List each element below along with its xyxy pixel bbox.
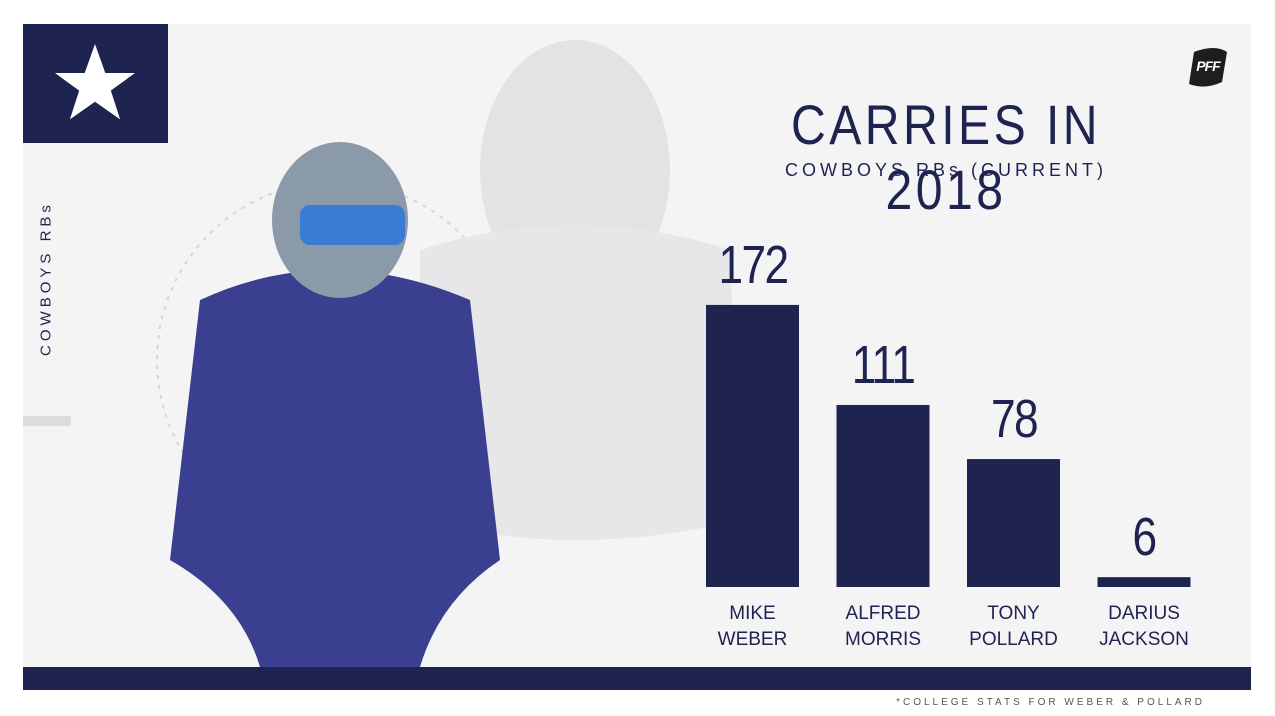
value-label: 111 — [851, 334, 916, 395]
bar — [967, 459, 1060, 587]
chart-subtitle: COWBOYS RBs (CURRENT) — [785, 160, 1107, 180]
bar — [836, 404, 930, 587]
chart-title: CARRIES IN 2018 — [790, 93, 1102, 221]
category-label: TONY POLLARD — [969, 603, 1058, 650]
team-star — [48, 38, 142, 125]
pff-logo — [1189, 48, 1227, 87]
footer-bar — [23, 667, 1251, 690]
bar — [706, 304, 799, 587]
value-label: 172 — [718, 234, 789, 295]
bar — [1097, 577, 1191, 587]
player-visor — [300, 205, 405, 245]
brand-logo-text: PFF — [1196, 58, 1220, 74]
value-label: 6 — [1132, 507, 1157, 568]
side-label: COWBOYS RBs — [37, 201, 55, 356]
category-label: DARIUS JACKSON — [1099, 603, 1189, 650]
footnote: *COLLEGE STATS FOR WEBER & POLLARD — [896, 697, 1205, 708]
accent-bar — [23, 416, 71, 426]
background-player — [420, 225, 740, 540]
category-label: MIKE WEBER — [717, 603, 788, 650]
category-label: ALFRED MORRIS — [845, 603, 921, 650]
value-label: 78 — [990, 389, 1039, 450]
player — [170, 270, 500, 667]
